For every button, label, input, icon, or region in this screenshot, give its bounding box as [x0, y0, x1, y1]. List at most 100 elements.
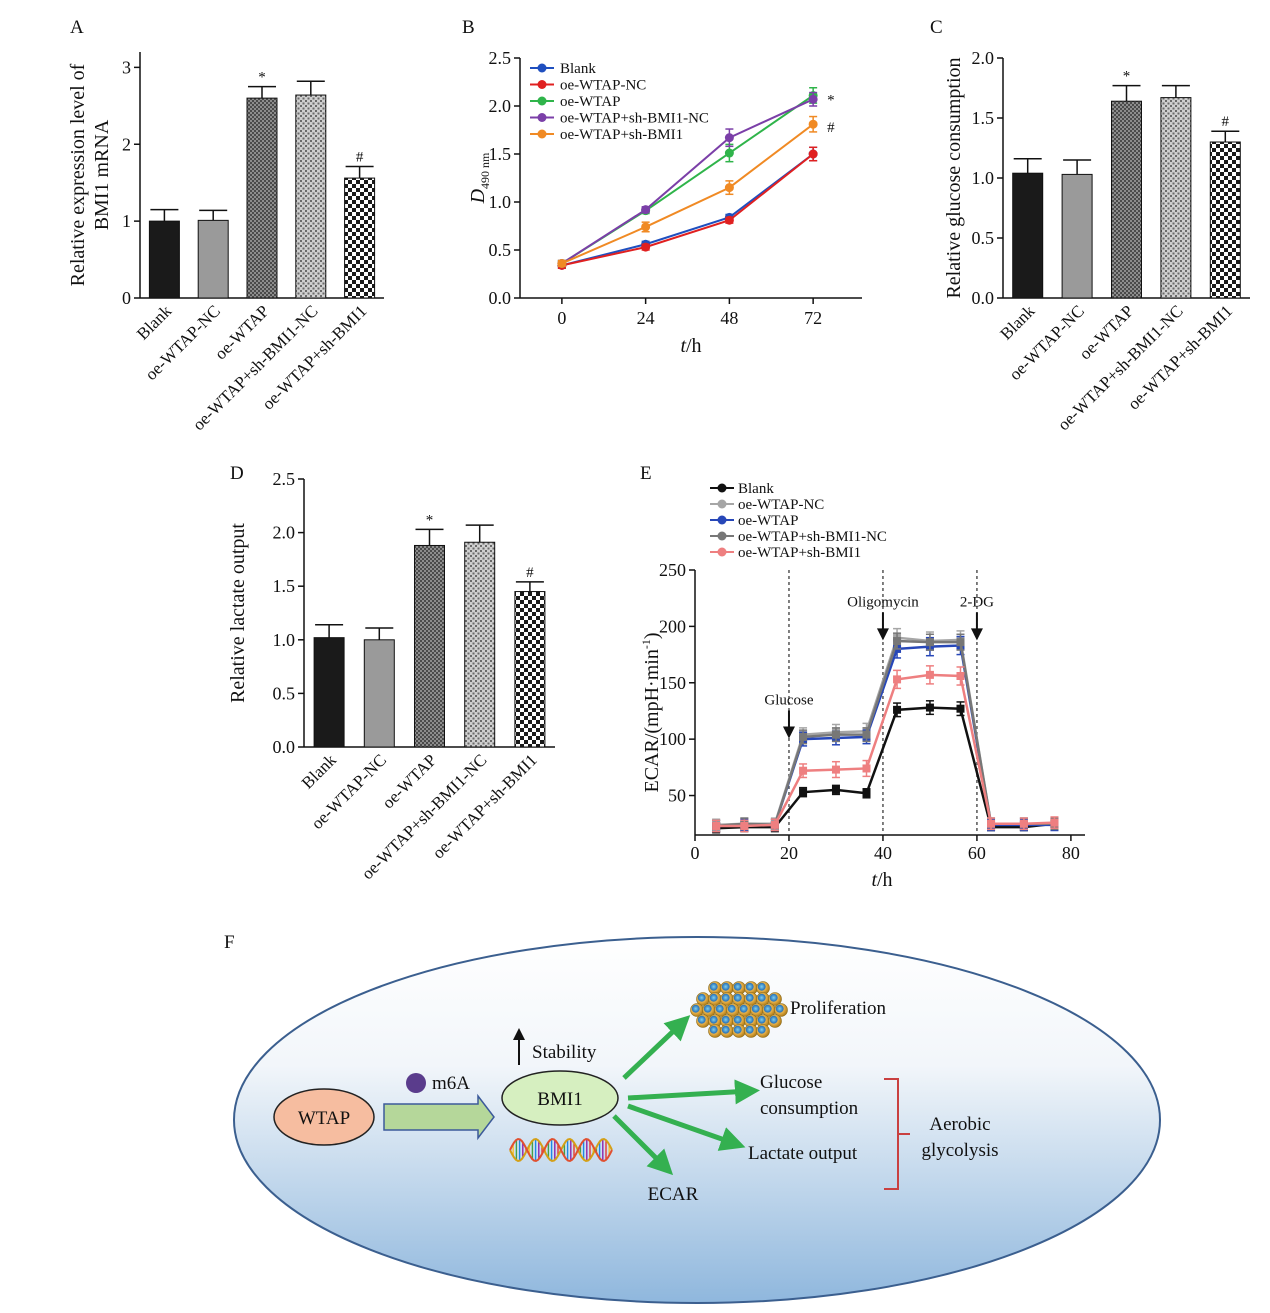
series-line-oe-wtap-nc: [561, 153, 814, 267]
y-tick-label: 3: [122, 57, 131, 77]
legend-label-oe-wtap-nc: oe-WTAP-NC: [738, 497, 824, 513]
y-tick-label: 1.0: [972, 168, 995, 188]
y-tick-label: 2.0: [972, 48, 995, 68]
data-point-oe-wtap-nc: [808, 149, 818, 159]
injection-label-glucose: Glucose: [764, 692, 813, 708]
x-tick-label: 0: [557, 308, 566, 328]
data-point-blank: [956, 704, 965, 713]
series-line-blank: [561, 153, 814, 267]
data-point-oe-wtap-sh-bmi1: [740, 821, 749, 830]
significance-marker: *: [426, 512, 434, 528]
injection-arrowhead: [970, 628, 983, 641]
data-point-oe-wtap-sh-bmi1-nc: [893, 637, 902, 646]
data-point-oe-wtap-sh-bmi1: [712, 821, 721, 830]
legend-marker: [537, 113, 547, 122]
data-point-oe-wtap: [724, 148, 734, 158]
legend-label-oe-wtap-sh-bmi1: oe-WTAP+sh-BMI1: [738, 545, 861, 561]
lactate-label: Lactate output: [748, 1143, 858, 1164]
legend-marker: [717, 547, 727, 557]
y-tick-label: 0.5: [489, 240, 512, 260]
y-tick-label: 100: [659, 729, 686, 749]
significance-marker: #: [356, 150, 364, 166]
y-tick-label: 1: [122, 211, 131, 231]
y-tick-label: 1.5: [273, 576, 296, 596]
x-tick-label: 40: [874, 843, 892, 863]
x-axis-label: t/h: [680, 335, 701, 357]
panel-label-b: B: [462, 17, 475, 38]
chart-e-ecar: 50 100 150 200 250 0 20 40 60 80 t/h ECAR/(mpH·min-…: [639, 481, 1085, 891]
significance-marker: #: [1222, 114, 1230, 130]
bar-oe-wtap-sh-bmi1-nc: [1160, 97, 1192, 299]
proliferation-label: Proliferation: [790, 998, 887, 1019]
x-tick-label: 24: [637, 308, 655, 328]
data-point-oe-wtap-sh-bmi1-nc: [925, 638, 934, 647]
data-point-oe-wtap-sh-bmi1-nc: [641, 205, 651, 215]
data-point-oe-wtap-sh-bmi1: [893, 675, 902, 684]
data-point-oe-wtap-sh-bmi1: [925, 670, 934, 679]
data-point-oe-wtap-sh-bmi1-nc: [799, 732, 808, 741]
x-tick-label: 48: [720, 308, 738, 328]
y-tick-label: 1.5: [972, 108, 995, 128]
y-tick-label: 200: [659, 616, 686, 636]
cell-ball: [768, 992, 782, 1006]
injection-arrowhead: [876, 628, 889, 641]
x-tick-label: 20: [780, 843, 798, 863]
dna-helix-icon: [509, 1138, 613, 1162]
panel-label-f: F: [224, 932, 235, 953]
m6a-label: m6A: [432, 1073, 470, 1094]
cell-ball: [732, 1024, 746, 1038]
bar-oe-wtap-sh-bmi1-nc: [464, 541, 496, 748]
bar-oe-wtap-nc: [197, 219, 229, 299]
y-tick-label: 0.0: [972, 288, 995, 308]
bar-oe-wtap: [414, 544, 445, 748]
data-point-oe-wtap-sh-bmi1-nc: [808, 94, 818, 104]
series-line-oe-wtap-sh-bmi1: [716, 673, 1055, 828]
wtap-node: [273, 1088, 375, 1146]
bar-blank: [148, 220, 180, 299]
y-tick-label: 2.5: [489, 48, 512, 68]
bar-oe-wtap-nc: [363, 639, 395, 748]
cell-ball: [708, 1024, 722, 1038]
significance-marker: *: [827, 92, 835, 108]
x-tick-label: 0: [691, 843, 700, 863]
injection-label-2-dg: 2-DG: [960, 594, 994, 610]
bar-oe-wtap-nc: [1061, 173, 1093, 299]
bmi1-label: BMI1: [537, 1089, 582, 1110]
chart-c-glucose: 0.00.51.01.52.0Blankoe-WTAP-NC*oe-WTAPoe…: [943, 48, 1250, 434]
legend-label-oe-wtap-sh-bmi1-nc: oe-WTAP+sh-BMI1-NC: [738, 529, 887, 545]
data-point-oe-wtap-sh-bmi1: [987, 819, 996, 828]
dna-strand: [509, 1138, 613, 1162]
y-tick-label: 2.0: [489, 96, 512, 116]
bar-blank: [313, 637, 345, 748]
chart-a-bmi1-mrna: 0123Blankoe-WTAP-NC*oe-WTAPoe-WTAP+sh-BM…: [67, 52, 384, 434]
x-tick-label: 60: [968, 843, 986, 863]
panel-label-a: A: [70, 17, 84, 38]
series-line-oe-wtap-sh-bmi1-nc: [716, 639, 1055, 828]
glucose-label-line2: consumption: [760, 1098, 859, 1119]
data-point-oe-wtap-sh-bmi1: [1019, 819, 1028, 828]
data-point-oe-wtap-sh-bmi1: [862, 764, 871, 773]
category-label: Blank: [298, 750, 341, 793]
data-point-oe-wtap-nc: [641, 242, 651, 252]
cell-ball: [696, 1014, 710, 1028]
y-tick-label: 0.0: [273, 737, 296, 757]
data-point-oe-wtap-sh-bmi1-nc: [956, 638, 965, 647]
x-tick-label: 72: [804, 308, 822, 328]
y-axis-label: Relative lactate output: [227, 523, 249, 703]
bar-oe-wtap-sh-bmi1: [514, 591, 546, 748]
y-tick-label: 50: [668, 786, 686, 806]
y-tick-label: 0.5: [273, 683, 296, 703]
m6a-block-arrow: [383, 1093, 495, 1141]
legend-label-oe-wtap: oe-WTAP: [560, 94, 620, 110]
panel-label-c: C: [930, 17, 943, 38]
ecar-label: ECAR: [648, 1184, 699, 1205]
data-point-oe-wtap-sh-bmi1-nc: [862, 730, 871, 739]
legend-marker: [537, 129, 547, 139]
diagram-f-pathway: WTAP m6A BMI1 Stability Proliferation Gl…: [233, 936, 1161, 1304]
bar-oe-wtap: [246, 97, 278, 299]
glucose-label-line1: Glucose: [760, 1072, 822, 1093]
arrow-to-proliferation: [622, 1015, 691, 1080]
series-line-oe-wtap-nc: [716, 636, 1055, 827]
data-point-blank: [799, 788, 808, 797]
